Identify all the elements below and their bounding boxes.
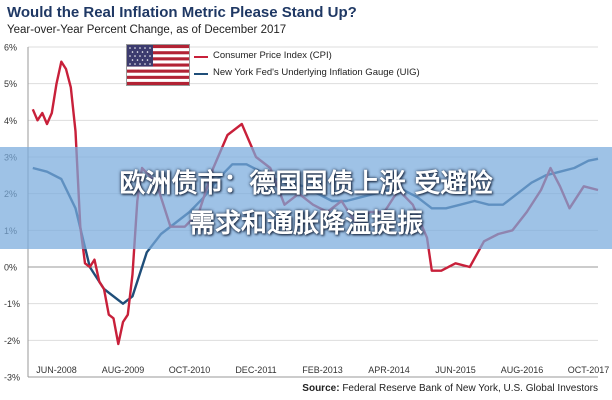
y-tick-label: 4%	[4, 116, 17, 126]
y-tick-label: -1%	[4, 299, 20, 309]
source-text: Federal Reserve Bank of New York, U.S. G…	[342, 383, 598, 394]
us-flag-icon	[126, 44, 190, 86]
x-tick-label: AUG-2016	[501, 365, 544, 375]
chart-subtitle: Year-over-Year Percent Change, as of Dec…	[7, 24, 287, 36]
x-tick-label: APR-2014	[368, 365, 410, 375]
y-tick-label: -3%	[4, 373, 20, 383]
banner-line-1: 欧洲债市：德国国债上涨 受避险	[119, 169, 493, 199]
banner-line-2: 需求和通胀降温提振	[188, 209, 423, 239]
news-headline-banner: 欧洲债市：德国国债上涨 受避险 需求和通胀降温提振	[0, 147, 612, 249]
legend-swatch-uig	[194, 73, 208, 75]
x-axis: JUN-2008 AUG-2009 OCT-2010 DEC-2011 FEB-2013…	[36, 365, 609, 375]
y-tick-label: -2%	[4, 336, 20, 346]
legend-label-uig: New York Fed's Underlying Inflation Gaug…	[213, 67, 420, 78]
y-tick-label: 5%	[4, 79, 17, 89]
y-tick-label: 6%	[4, 43, 17, 53]
x-tick-label: JUN-2015	[435, 365, 476, 375]
x-tick-label: AUG-2009	[102, 365, 145, 375]
legend-swatch-cpi	[194, 56, 208, 58]
chart-title: Would the Real Inflation Metric Please S…	[7, 4, 357, 21]
legend-label-cpi: Consumer Price Index (CPI)	[213, 50, 332, 61]
source-note: Source: Federal Reserve Bank of New York…	[302, 383, 598, 394]
x-tick-label: OCT-2017	[568, 365, 610, 375]
y-tick-label: 0%	[4, 263, 17, 273]
x-tick-label: OCT-2010	[169, 365, 211, 375]
source-label: Source:	[302, 383, 340, 394]
x-tick-label: FEB-2013	[302, 365, 343, 375]
x-tick-label: JUN-2008	[36, 365, 77, 375]
x-tick-label: DEC-2011	[235, 365, 276, 375]
